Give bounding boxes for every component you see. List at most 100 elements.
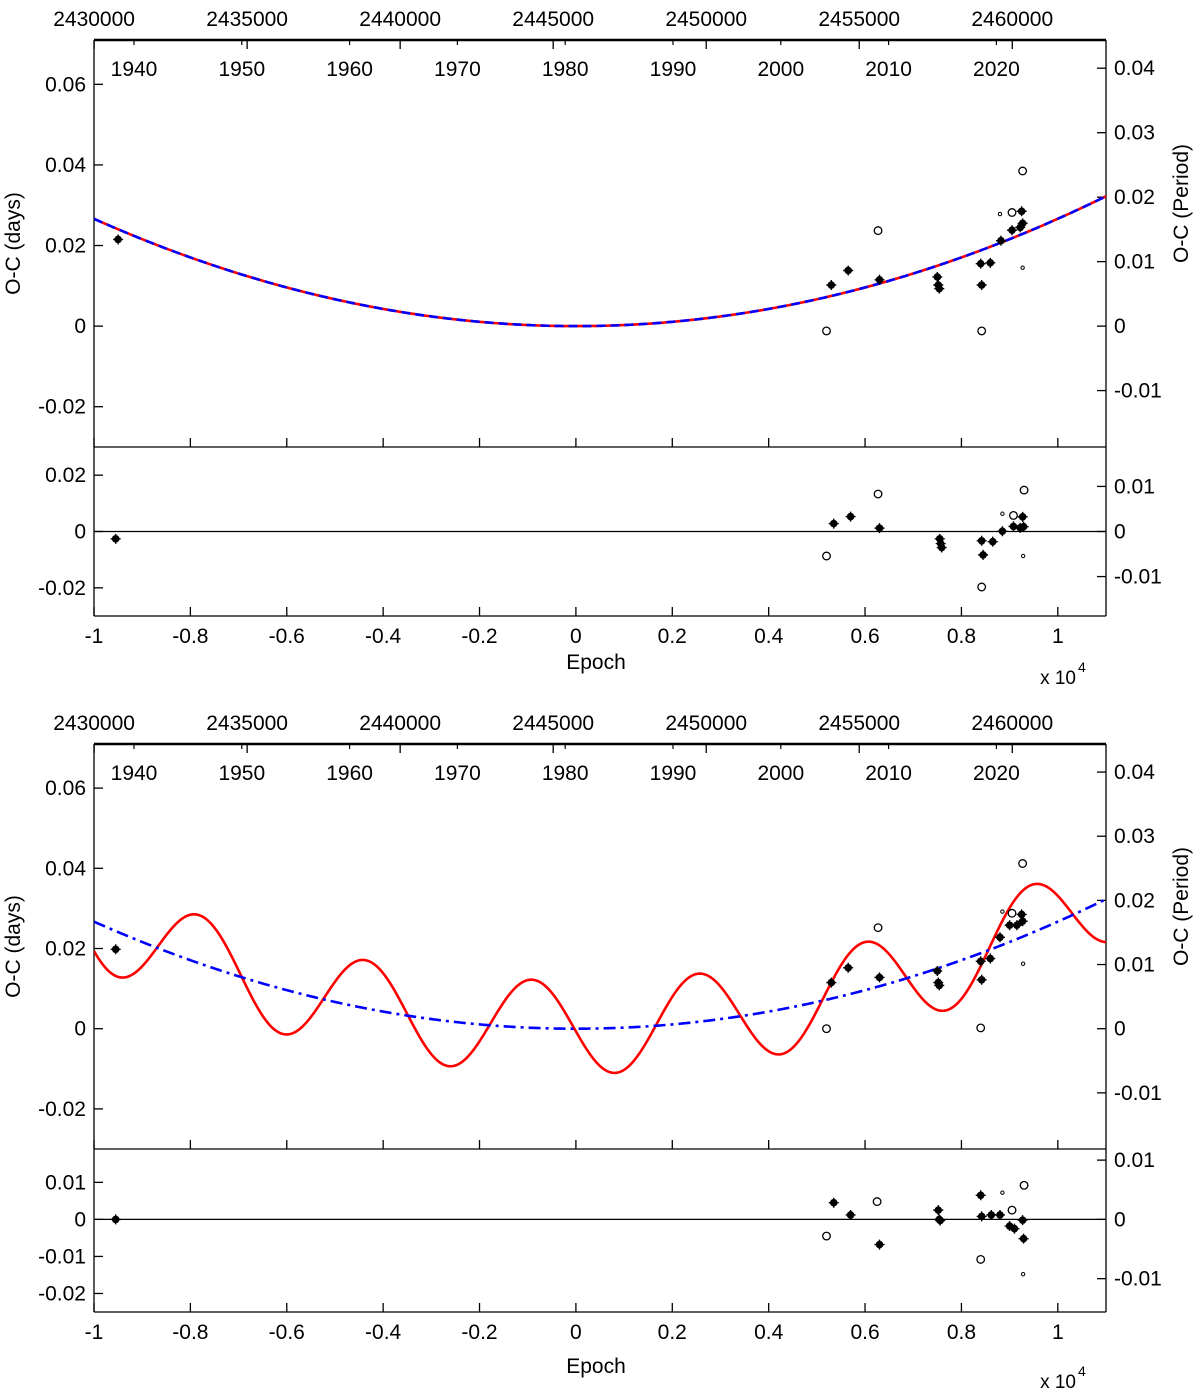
epoch-tick-label: 0.2	[658, 625, 687, 648]
jd-tick-label: 2460000	[971, 712, 1053, 735]
residual-open-point	[1019, 1180, 1029, 1190]
residual-filled-point-cross	[976, 535, 987, 546]
main-y-tick-label: 0.04	[45, 857, 86, 880]
residual-y-tick-label: -0.02	[38, 1282, 86, 1305]
residual-open-point	[1019, 485, 1029, 495]
epoch-tick-label: 0.8	[947, 1321, 976, 1344]
main-filled-point-cross	[1007, 225, 1018, 236]
main-filled-point-cross	[932, 271, 943, 282]
main-open-point	[822, 326, 831, 336]
year-tick-label: 2010	[865, 762, 912, 785]
main-open-point	[873, 923, 883, 933]
main-filled-point-cross	[113, 234, 124, 245]
residual-filled-point-cross	[1017, 511, 1028, 522]
main-right-y-tick-label: 0.01	[1114, 954, 1155, 977]
residual-filled-point-cross	[845, 1209, 856, 1220]
x-axis-title: Epoch	[566, 1355, 626, 1378]
x-exponent-label: x 10	[1040, 668, 1076, 689]
main-filled-point-cross	[934, 283, 945, 294]
residual-filled-point-cross	[975, 1190, 986, 1201]
year-tick-label: 2020	[973, 762, 1020, 785]
residual-filled-point-cross	[110, 533, 121, 544]
main-y-tick-label: 0.02	[45, 938, 86, 961]
jd-tick-label: 2440000	[359, 712, 441, 735]
residual-right-y-tick-label: 0.01	[1114, 475, 1155, 498]
residual-y-tick-label: 0.02	[45, 464, 86, 487]
main-y-tick-label: 0.06	[45, 73, 86, 96]
residual-y-tick-label: 0.01	[45, 1171, 86, 1194]
year-tick-label: 1990	[650, 58, 697, 81]
jd-tick-label: 2450000	[665, 8, 747, 31]
epoch-tick-label: -1	[85, 625, 104, 648]
residual-small-point	[1020, 553, 1026, 559]
epoch-tick-label: 0.2	[658, 1321, 687, 1344]
main-small-point	[1000, 909, 1005, 914]
main-filled-point-cross	[874, 274, 885, 285]
residual-y-tick-label: 0	[74, 521, 86, 544]
main-small-point	[1020, 265, 1025, 270]
main-y-tick-label: -0.02	[38, 396, 86, 419]
year-tick-label: 1960	[326, 58, 373, 81]
main-filled-point-cross	[826, 280, 837, 291]
year-tick-label: 2000	[757, 58, 804, 81]
residual-filled-point-cross	[935, 1215, 946, 1226]
main-filled-point-cross	[110, 944, 121, 955]
epoch-tick-label: -0.2	[461, 625, 497, 648]
chart-panel-bottom: 2430000 2435000 2440000 2445000 2450000 24550…	[2, 712, 1193, 1393]
residual-y-tick-label: -0.01	[38, 1245, 86, 1268]
main-filled-point-cross	[843, 962, 854, 973]
residual-filled-point-cross	[1017, 1215, 1028, 1226]
jd-tick-label: 2460000	[971, 8, 1053, 31]
year-tick-label: 2000	[757, 762, 804, 785]
jd-tick-label: 2445000	[512, 8, 594, 31]
main-y-tick-label: 0	[74, 1018, 86, 1041]
residual-open-point	[822, 1231, 831, 1241]
year-tick-label: 2020	[973, 58, 1020, 81]
epoch-tick-label: 0.4	[754, 625, 784, 648]
main-y-tick-label: 0.04	[45, 154, 86, 177]
main-filled-point-cross	[1016, 206, 1027, 217]
residual-y-tick-label: 0	[74, 1208, 86, 1231]
main-open-point	[822, 1024, 831, 1034]
residual-filled-point-cross	[994, 1209, 1005, 1220]
residual-filled-point-cross	[1018, 521, 1029, 532]
jd-tick-label: 2430000	[53, 8, 135, 31]
residual-right-y-tick-label: -0.01	[1114, 1268, 1162, 1291]
epoch-tick-label: -0.6	[269, 625, 305, 648]
main-open-point	[1018, 166, 1028, 176]
year-tick-label: 1970	[434, 58, 481, 81]
x-exponent-power: 4	[1078, 659, 1086, 675]
main-right-y-tick-label: 0	[1114, 1018, 1126, 1041]
jd-tick-label: 2455000	[818, 8, 900, 31]
epoch-tick-label: 1	[1052, 625, 1064, 648]
epoch-tick-label: -0.8	[172, 625, 208, 648]
main-right-y-tick-label: 0.01	[1114, 251, 1155, 274]
year-tick-label: 1960	[326, 762, 373, 785]
main-filled-point-cross	[932, 965, 943, 976]
epoch-tick-label: 0.6	[850, 625, 879, 648]
epoch-tick-label: 1	[1052, 1321, 1064, 1344]
jd-tick-label: 2450000	[665, 712, 747, 735]
main-y-axis-title: O-C (days)	[2, 192, 25, 295]
main-open-point	[1007, 908, 1017, 918]
residual-right-y-tick-label: 0.01	[1114, 1149, 1155, 1172]
x-exponent-label: x 10	[1040, 1372, 1076, 1393]
main-right-y-tick-label: 0.02	[1114, 186, 1155, 209]
main-filled-point-cross	[975, 956, 986, 967]
jd-tick-label: 2435000	[206, 712, 288, 735]
x-axis-title: Epoch	[566, 651, 626, 674]
residual-filled-point-cross	[1009, 1223, 1020, 1234]
residual-small-point	[1000, 1190, 1005, 1195]
main-right-y-axis-title: O-C (Period)	[1170, 144, 1193, 263]
residual-filled-point-cross	[1018, 1233, 1029, 1244]
epoch-tick-label: 0.6	[850, 1321, 879, 1344]
main-filled-point-cross	[985, 953, 996, 964]
residual-filled-point-cross	[828, 518, 839, 529]
residual-open-point	[1007, 1205, 1017, 1215]
main-right-y-tick-label: -0.01	[1114, 380, 1162, 403]
main-right-y-tick-label: 0.04	[1114, 57, 1155, 80]
residual-filled-point-cross	[874, 523, 885, 534]
residual-filled-point-cross	[976, 1211, 987, 1222]
epoch-tick-label: 0	[570, 1321, 582, 1344]
main-right-y-axis-title: O-C (Period)	[1170, 847, 1193, 966]
